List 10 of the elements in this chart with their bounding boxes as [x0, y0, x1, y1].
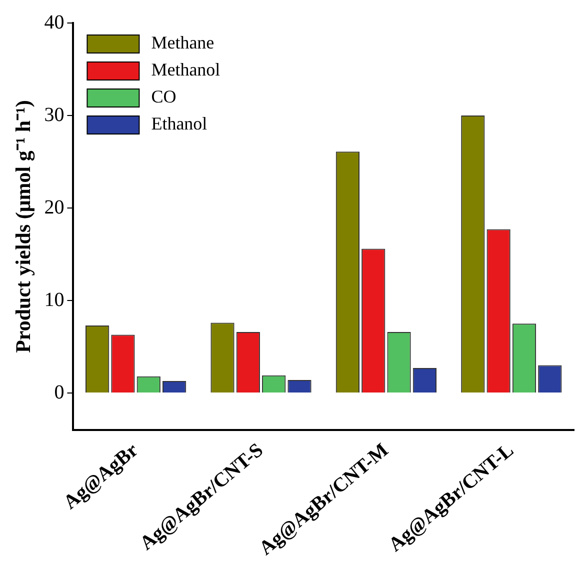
- legend-label: Methanol: [151, 60, 220, 80]
- legend-label: Methane: [151, 32, 214, 53]
- y-tick-label: 20: [44, 196, 64, 218]
- y-tick-label: 10: [44, 288, 64, 311]
- legend-label: Ethanol: [151, 114, 208, 134]
- y-tick-label: 0: [54, 381, 64, 404]
- y-tick-label: 40: [44, 11, 64, 34]
- y-tick-label: 30: [44, 104, 64, 126]
- y-axis-title: Product yields (μmol g⁻¹ h⁻¹): [11, 100, 36, 353]
- legend-label: CO: [151, 86, 176, 107]
